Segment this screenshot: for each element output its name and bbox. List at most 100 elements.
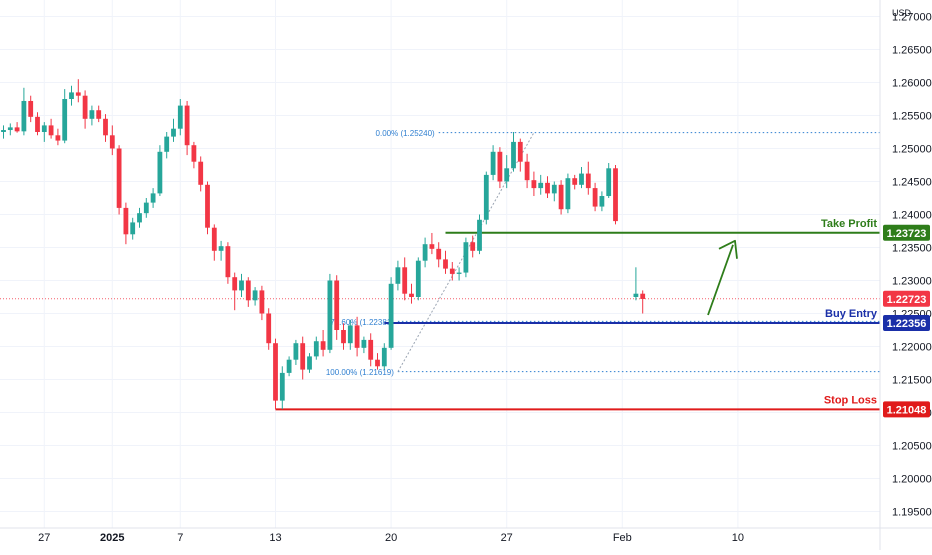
candle	[28, 95, 34, 123]
candle-body	[504, 168, 510, 182]
candle	[368, 333, 374, 367]
take-profit-price-tag[interactable]	[883, 224, 930, 241]
y-tick-label: 1.19500	[892, 507, 932, 519]
candle-body	[592, 188, 598, 207]
candle-body	[293, 343, 299, 360]
candle-body	[497, 151, 503, 182]
candle	[116, 145, 122, 215]
candle	[150, 188, 156, 208]
stop-loss-price-text: 1.21048	[887, 404, 927, 416]
candle-body	[279, 372, 285, 401]
candle	[313, 336, 319, 360]
candle	[103, 114, 108, 142]
candle-body	[225, 246, 231, 278]
candle-body	[273, 343, 278, 401]
candle	[130, 217, 136, 240]
candle	[245, 277, 251, 307]
candle-body	[640, 293, 646, 299]
candle	[375, 353, 380, 370]
candle	[531, 171, 537, 197]
candle-body	[307, 356, 312, 370]
candle	[613, 165, 618, 225]
candle-body	[177, 105, 183, 129]
candle-body	[613, 168, 618, 222]
candle	[381, 343, 387, 370]
current-price-tag[interactable]	[883, 290, 930, 307]
candle	[7, 123, 13, 136]
y-tick-label: 1.24500	[892, 177, 932, 189]
candle-body	[69, 92, 74, 99]
candle	[137, 207, 142, 228]
candle	[436, 242, 442, 268]
candle-body	[320, 341, 326, 350]
candle-body	[449, 268, 455, 274]
time-axis[interactable]: 27 2025 7 13 20 27 Feb 10	[0, 527, 932, 544]
stop-loss-price-tag[interactable]	[883, 401, 930, 418]
candle	[177, 99, 183, 136]
candle	[599, 191, 605, 212]
candle	[279, 366, 285, 410]
candle	[606, 163, 612, 198]
candle	[524, 153, 530, 189]
candle-body	[143, 202, 149, 214]
price-axis[interactable]: USD 1.27000 1.26500 1.26000 1.25500 1.25000 1…	[879, 0, 932, 550]
candle	[239, 273, 244, 297]
candle-body	[41, 125, 47, 132]
candle-body	[347, 325, 353, 344]
candle-body	[55, 135, 61, 141]
candle-body	[606, 168, 612, 197]
candle-body	[443, 259, 448, 269]
candle-body	[341, 330, 346, 344]
y-tick-label: 1.22000	[892, 342, 932, 354]
candle-body	[300, 343, 306, 370]
candle	[62, 89, 68, 144]
candle-body	[585, 173, 591, 189]
candle	[327, 273, 333, 354]
y-tick-label: 1.21500	[892, 375, 932, 387]
candle-body	[579, 173, 584, 185]
candle	[164, 132, 170, 159]
candle-body	[517, 141, 523, 162]
candle-body	[232, 277, 238, 291]
take-profit-price-text: 1.23723	[887, 228, 927, 240]
candle-body	[402, 267, 408, 294]
trade-levels[interactable]: Take Profit Buy Entry Stop Loss	[0, 218, 880, 411]
candle	[211, 224, 217, 261]
candle-body	[456, 272, 462, 274]
candle	[558, 180, 564, 215]
candle-body	[184, 105, 190, 146]
y-tick-label: 1.26500	[892, 45, 932, 57]
candle	[198, 156, 204, 192]
candle-body	[395, 267, 401, 284]
candle	[286, 356, 292, 377]
candle-body	[62, 99, 68, 141]
y-tick-label: 1.27000	[892, 12, 932, 24]
candle	[443, 250, 448, 274]
candle	[497, 147, 503, 189]
candle	[252, 287, 258, 306]
candle-body	[436, 248, 442, 260]
annotations	[707, 239, 738, 316]
buy-entry-price-tag[interactable]	[883, 315, 930, 332]
candle	[347, 320, 353, 350]
candle	[225, 242, 231, 284]
candle	[191, 141, 197, 169]
candle	[232, 272, 238, 311]
candle-body	[218, 246, 224, 251]
candle	[259, 285, 265, 321]
candle	[48, 118, 54, 139]
candle	[545, 176, 550, 198]
candle	[483, 171, 489, 225]
candle	[409, 283, 414, 304]
candle	[14, 122, 20, 133]
candle-body	[82, 95, 88, 119]
candle	[477, 214, 482, 255]
candle-body	[538, 182, 544, 189]
candle	[184, 100, 190, 156]
candle	[293, 339, 299, 365]
candle-body	[28, 100, 34, 117]
y-tick-label: 1.23500	[892, 243, 932, 255]
candle	[307, 353, 312, 373]
